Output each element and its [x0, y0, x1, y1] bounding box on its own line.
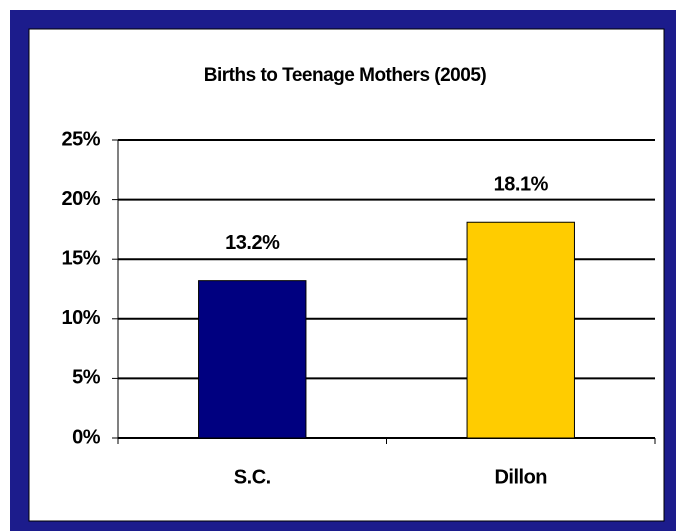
y-tick-label: 25% — [61, 128, 100, 150]
y-tick-label: 0% — [72, 426, 101, 448]
bar — [466, 221, 575, 439]
x-tick-label: S.C. — [234, 466, 271, 488]
x-tick-label: Dillon — [494, 466, 547, 488]
y-tick-label: 15% — [61, 247, 100, 269]
value-label: 18.1% — [494, 174, 549, 196]
value-label: 13.2% — [225, 232, 280, 254]
chart-title: Births to Teenage Mothers (2005) — [204, 65, 487, 86]
y-tick-label: 10% — [61, 307, 100, 329]
y-tick-label: 5% — [72, 367, 101, 389]
bar — [198, 280, 307, 439]
y-tick-label: 20% — [61, 188, 100, 210]
